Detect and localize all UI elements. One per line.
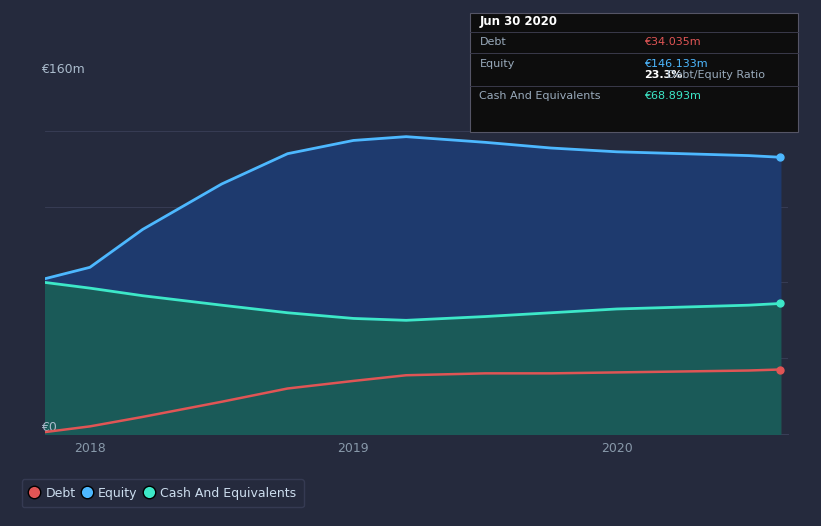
Text: Cash And Equivalents: Cash And Equivalents xyxy=(479,92,601,102)
Text: €68.893m: €68.893m xyxy=(644,92,700,102)
Text: Debt/Equity Ratio: Debt/Equity Ratio xyxy=(667,70,764,80)
Text: €34.035m: €34.035m xyxy=(644,37,700,47)
Text: 23.3%: 23.3% xyxy=(644,70,682,80)
Legend: Debt, Equity, Cash And Equivalents: Debt, Equity, Cash And Equivalents xyxy=(21,479,304,507)
Text: €160m: €160m xyxy=(41,63,85,76)
Text: €0: €0 xyxy=(41,421,57,434)
Text: Jun 30 2020: Jun 30 2020 xyxy=(479,15,557,28)
Text: €146.133m: €146.133m xyxy=(644,59,707,69)
Text: Debt: Debt xyxy=(479,37,507,47)
Text: Equity: Equity xyxy=(479,59,515,69)
